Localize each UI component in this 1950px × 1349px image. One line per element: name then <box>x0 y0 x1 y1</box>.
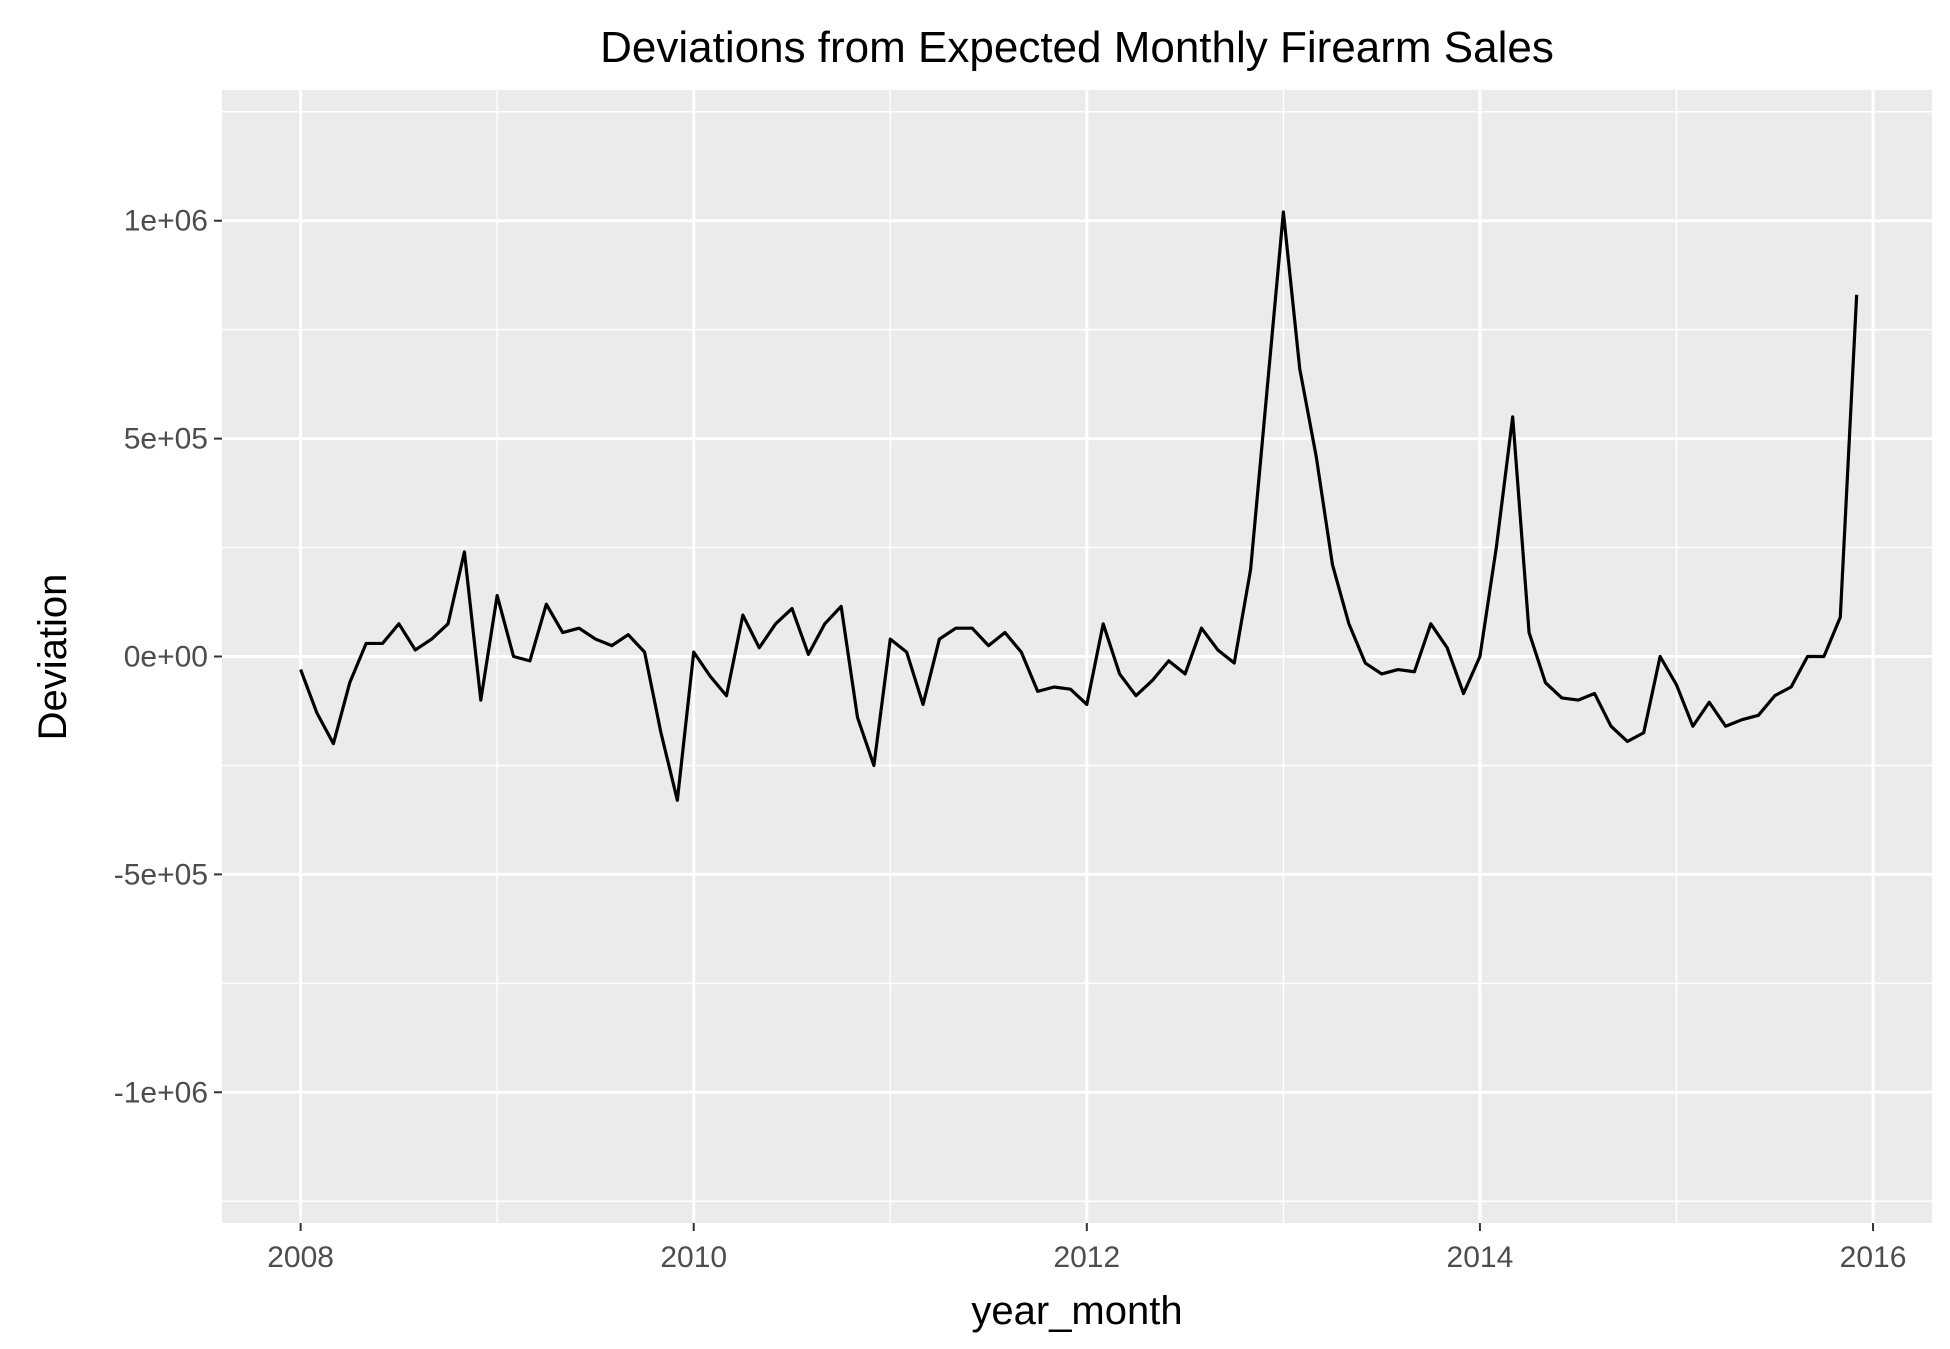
x-tick-label: 2014 <box>1447 1241 1514 1274</box>
x-tick-label: 2008 <box>267 1241 334 1274</box>
y-tick-label: 0e+00 <box>124 641 208 674</box>
y-tick-label: -1e+06 <box>114 1076 208 1109</box>
x-axis-title: year_month <box>971 1289 1182 1333</box>
y-tick-label: 1e+06 <box>124 205 208 238</box>
tick-layer: 2008 2010 2012 2014 2016 -1e+06 -5e+05 0e+00 5e+… <box>114 205 1907 1274</box>
line-layer <box>299 210 1859 802</box>
x-tick-label: 2016 <box>1840 1241 1907 1274</box>
grid-layer <box>222 90 1932 1223</box>
y-axis-title: Deviation <box>31 574 75 741</box>
y-tick-label: 5e+05 <box>124 423 208 456</box>
x-tick-label: 2012 <box>1053 1241 1120 1274</box>
series-line <box>299 210 1859 802</box>
x-tick-label: 2010 <box>660 1241 727 1274</box>
y-tick-label: -5e+05 <box>114 858 208 891</box>
chart-title: Deviations from Expected Monthly Firearm… <box>600 23 1554 72</box>
